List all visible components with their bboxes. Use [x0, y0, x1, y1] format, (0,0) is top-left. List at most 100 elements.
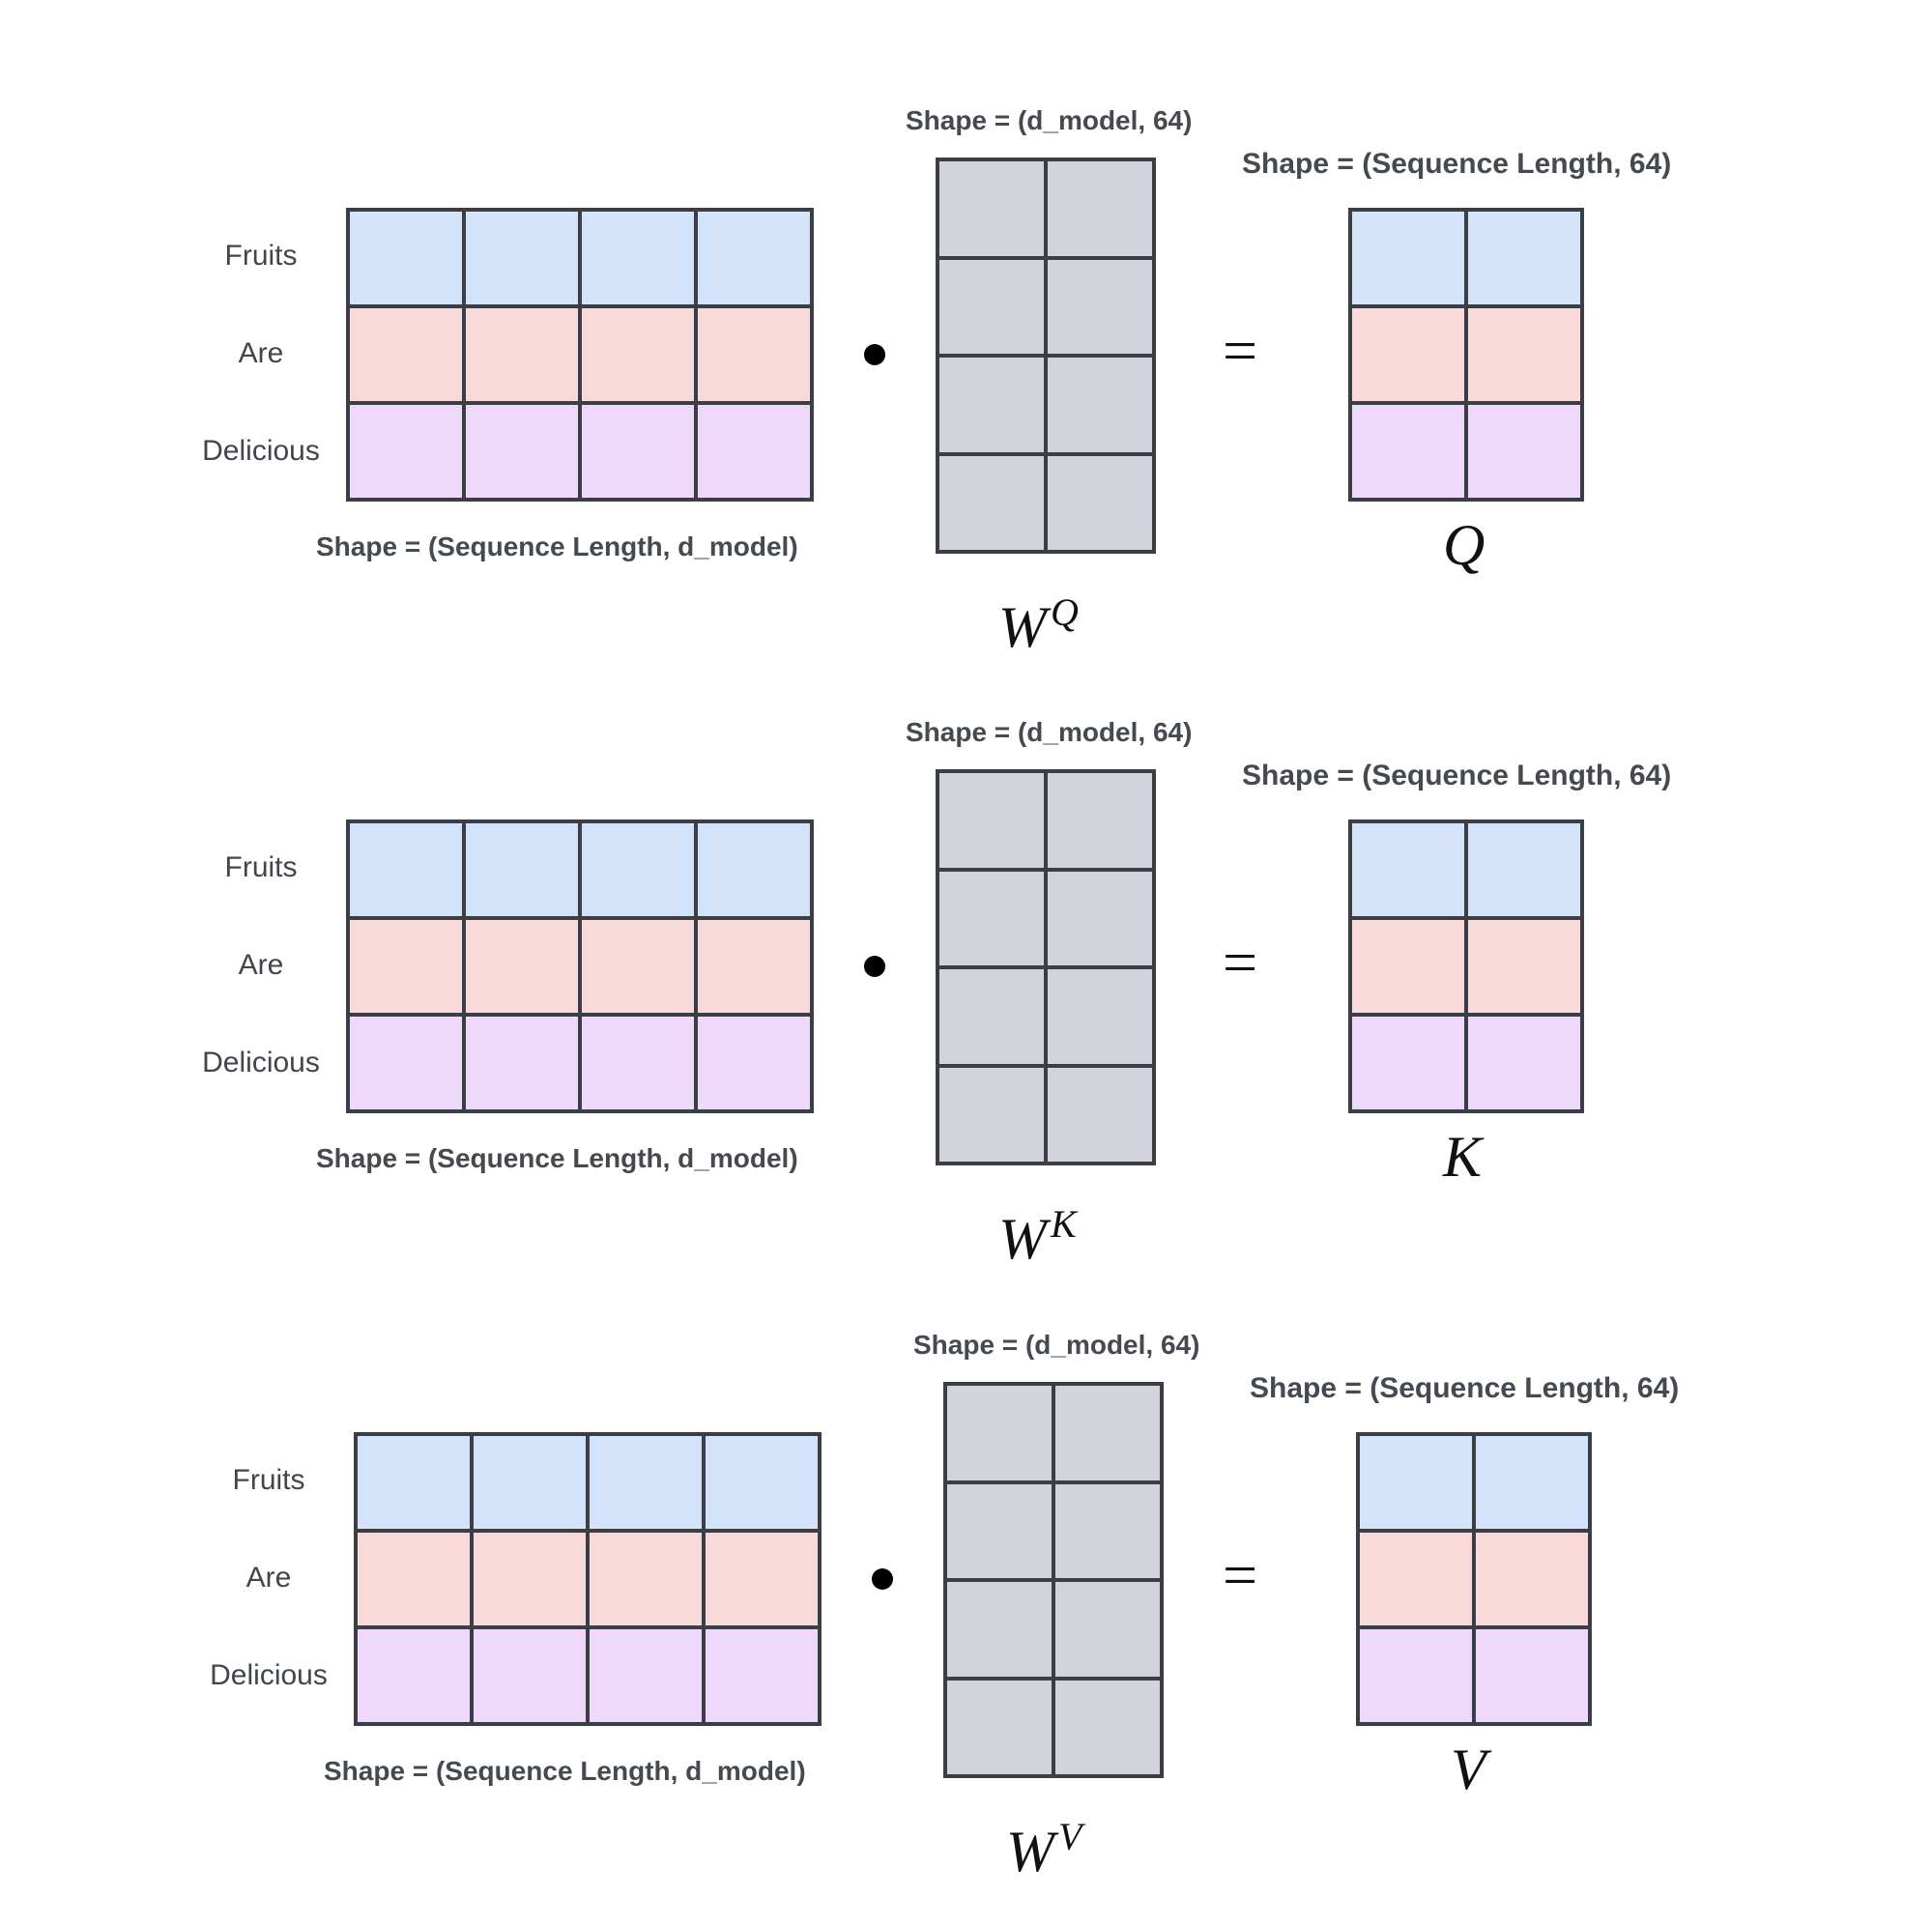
matrix-cell: [939, 161, 1044, 256]
input-shape-label: Shape = (Sequence Length, d_model): [324, 1756, 806, 1786]
weight-shape-label: Shape = (d_model, 64): [906, 105, 1193, 135]
equals-operator: =: [1223, 928, 1258, 996]
matrix-cell: [350, 823, 462, 916]
matrix-cell: [947, 1582, 1052, 1677]
output-symbol: K: [1443, 1125, 1483, 1189]
weight-symbol-base: W: [998, 595, 1047, 659]
row-label-fruits: Fruits: [224, 239, 298, 272]
matrix-cell: [1468, 405, 1580, 498]
matrix-cell: [1468, 308, 1580, 401]
row-label-delicious: Delicious: [210, 1659, 328, 1692]
output-shape-label: Shape = (Sequence Length, 64): [1250, 1372, 1680, 1404]
input-shape-label: Shape = (Sequence Length, d_model): [316, 1143, 798, 1173]
matrix-cell: [1468, 920, 1580, 1013]
matrix-cell: [474, 1436, 586, 1529]
weight-symbol-superscript: V: [1057, 1815, 1082, 1858]
matrix-cell: [939, 259, 1044, 354]
matrix-cell: [466, 1017, 578, 1109]
output-shape-label: Shape = (Sequence Length, 64): [1242, 148, 1672, 180]
input-embedding-matrix: [354, 1432, 822, 1726]
dot-product-operator: [864, 344, 885, 365]
matrix-cell: [706, 1533, 818, 1625]
matrix-cell: [1048, 773, 1152, 868]
matrix-cell: [350, 212, 462, 304]
dot-product-operator: [872, 1568, 893, 1590]
matrix-cell: [350, 405, 462, 498]
row-label-are: Are: [238, 337, 284, 369]
matrix-cell: [706, 1436, 818, 1529]
matrix-cell: [698, 405, 810, 498]
matrix-cell: [1048, 1067, 1152, 1162]
matrix-cell: [1468, 823, 1580, 916]
output-symbol: V: [1451, 1738, 1486, 1801]
matrix-cell: [939, 969, 1044, 1064]
matrix-cell: [1352, 308, 1464, 401]
matrix-cell: [1055, 1582, 1160, 1677]
weight-matrix-q: [936, 158, 1156, 554]
matrix-cell: [1360, 1629, 1472, 1722]
matrix-cell: [1048, 358, 1152, 452]
matrix-cell: [939, 773, 1044, 868]
row-label-delicious: Delicious: [202, 435, 320, 468]
matrix-cell: [582, 308, 694, 401]
matrix-cell: [698, 212, 810, 304]
matrix-cell: [1055, 1680, 1160, 1774]
matrix-cell: [582, 823, 694, 916]
matrix-cell: [358, 1533, 470, 1625]
output-matrix-v: [1356, 1432, 1592, 1726]
weight-shape-label: Shape = (d_model, 64): [913, 1330, 1200, 1360]
matrix-cell: [466, 308, 578, 401]
matrix-cell: [1352, 920, 1464, 1013]
matrix-cell: [582, 405, 694, 498]
matrix-cell: [1048, 161, 1152, 256]
matrix-cell: [1360, 1436, 1472, 1529]
matrix-cell: [698, 920, 810, 1013]
matrix-cell: [947, 1483, 1052, 1578]
equals-operator: =: [1223, 1540, 1258, 1609]
weight-symbol-superscript: K: [1050, 1202, 1077, 1246]
matrix-cell: [1352, 405, 1464, 498]
weight-symbol-base: W: [1006, 1820, 1054, 1883]
matrix-cell: [590, 1436, 702, 1529]
matrix-cell: [939, 871, 1044, 965]
matrix-cell: [706, 1629, 818, 1722]
weight-matrix-v: [943, 1382, 1164, 1778]
matrix-cell: [1360, 1533, 1472, 1625]
matrix-cell: [1352, 212, 1464, 304]
weight-symbol-superscript: Q: [1050, 590, 1079, 634]
matrix-cell: [1352, 823, 1464, 916]
matrix-cell: [1048, 871, 1152, 965]
matrix-cell: [358, 1629, 470, 1722]
matrix-cell: [590, 1533, 702, 1625]
matrix-cell: [590, 1629, 702, 1722]
matrix-cell: [1048, 455, 1152, 550]
output-matrix-k: [1348, 819, 1584, 1113]
matrix-cell: [698, 823, 810, 916]
input-embedding-matrix: [346, 208, 814, 502]
matrix-cell: [947, 1386, 1052, 1480]
matrix-cell: [947, 1680, 1052, 1774]
matrix-cell: [582, 212, 694, 304]
row-label-are: Are: [245, 1562, 292, 1594]
matrix-cell: [582, 920, 694, 1013]
matrix-cell: [698, 308, 810, 401]
weight-matrix-k: [936, 769, 1156, 1165]
matrix-cell: [350, 920, 462, 1013]
output-matrix-q: [1348, 208, 1584, 502]
matrix-cell: [1048, 259, 1152, 354]
dot-product-operator: [864, 956, 885, 977]
output-shape-label: Shape = (Sequence Length, 64): [1242, 760, 1672, 791]
matrix-cell: [350, 308, 462, 401]
matrix-cell: [1476, 1629, 1588, 1722]
matrix-cell: [1468, 1017, 1580, 1109]
matrix-cell: [466, 212, 578, 304]
matrix-cell: [466, 405, 578, 498]
weight-symbol-base: W: [998, 1207, 1047, 1271]
input-shape-label: Shape = (Sequence Length, d_model): [316, 532, 798, 561]
matrix-cell: [1055, 1386, 1160, 1480]
matrix-cell: [1055, 1483, 1160, 1578]
row-label-are: Are: [238, 949, 284, 981]
